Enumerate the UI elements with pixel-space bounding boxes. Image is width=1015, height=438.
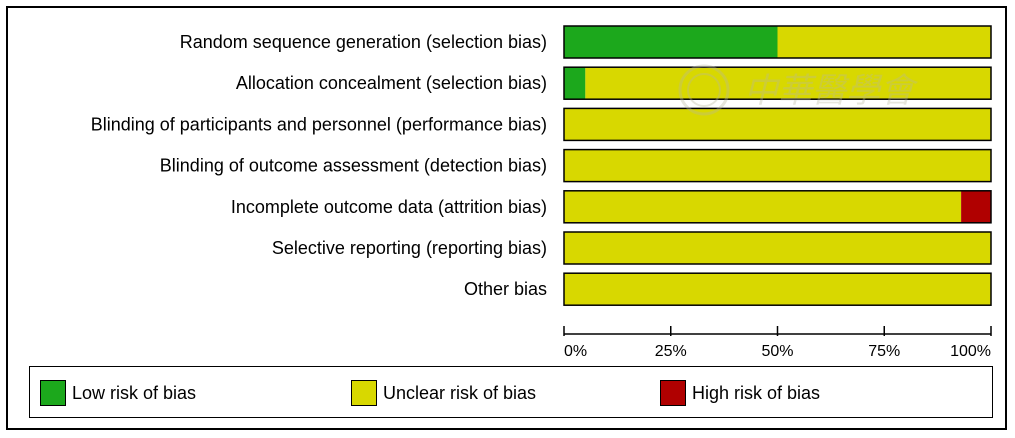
bars: [563, 25, 992, 306]
watermark-logo: 中華醫學會: [672, 60, 972, 120]
bar-outline: [563, 66, 992, 100]
x-tick-label: 0%: [564, 343, 587, 360]
bar-segment: [564, 26, 778, 58]
watermark-text: 中華醫學會: [744, 71, 919, 111]
bar-segment: [585, 67, 991, 100]
bar-segment: [564, 149, 991, 182]
x-tick-label: 75%: [868, 343, 900, 360]
bar-segment: [777, 26, 991, 58]
x-axis: 0% 25% 50% 75% 100%: [563, 326, 992, 360]
category-label: Other bias: [464, 279, 547, 299]
bar-outline: [563, 272, 992, 306]
legend-label-low: Low risk of bias: [72, 382, 197, 403]
bar-segment: [564, 67, 586, 100]
bar-outline: [563, 107, 992, 142]
category-labels: Random sequence generation (selection bi…: [91, 32, 547, 299]
legend-swatch-low: [40, 380, 66, 406]
category-label: Allocation concealment (selection bias): [236, 73, 547, 93]
category-label: Selective reporting (reporting bias): [272, 238, 547, 258]
x-tick-label: 50%: [761, 343, 793, 360]
bar-segment: [961, 190, 991, 223]
legend-label-unclear: Unclear risk of bias: [383, 382, 537, 403]
bar-segment: [564, 273, 991, 306]
legend-swatch-unclear: [351, 380, 377, 406]
category-label: Blinding of outcome assessment (detectio…: [160, 156, 547, 176]
legend-item-high: High risk of bias: [660, 378, 820, 408]
risk-of-bias-chart: Random sequence generation (selection bi…: [91, 25, 992, 360]
bar-segment: [564, 108, 991, 141]
category-label: Random sequence generation (selection bi…: [180, 32, 547, 52]
bar-outline: [563, 190, 992, 224]
bar-outline: [563, 25, 992, 59]
x-tick-label: 25%: [655, 343, 687, 360]
legend: Low risk of bias Unclear risk of bias Hi…: [29, 366, 993, 418]
legend-item-low: Low risk of bias: [40, 378, 196, 408]
bar-outline: [563, 148, 992, 183]
x-tick-label: 100%: [950, 343, 991, 360]
legend-item-unclear: Unclear risk of bias: [351, 378, 536, 408]
bar-segment: [564, 232, 991, 264]
legend-swatch-high: [660, 380, 686, 406]
bar-segment: [564, 190, 962, 223]
category-label: Blinding of participants and personnel (…: [91, 114, 547, 134]
category-label: Incomplete outcome data (attrition bias): [231, 197, 547, 217]
legend-label-high: High risk of bias: [692, 382, 821, 403]
bar-outline: [563, 231, 992, 265]
